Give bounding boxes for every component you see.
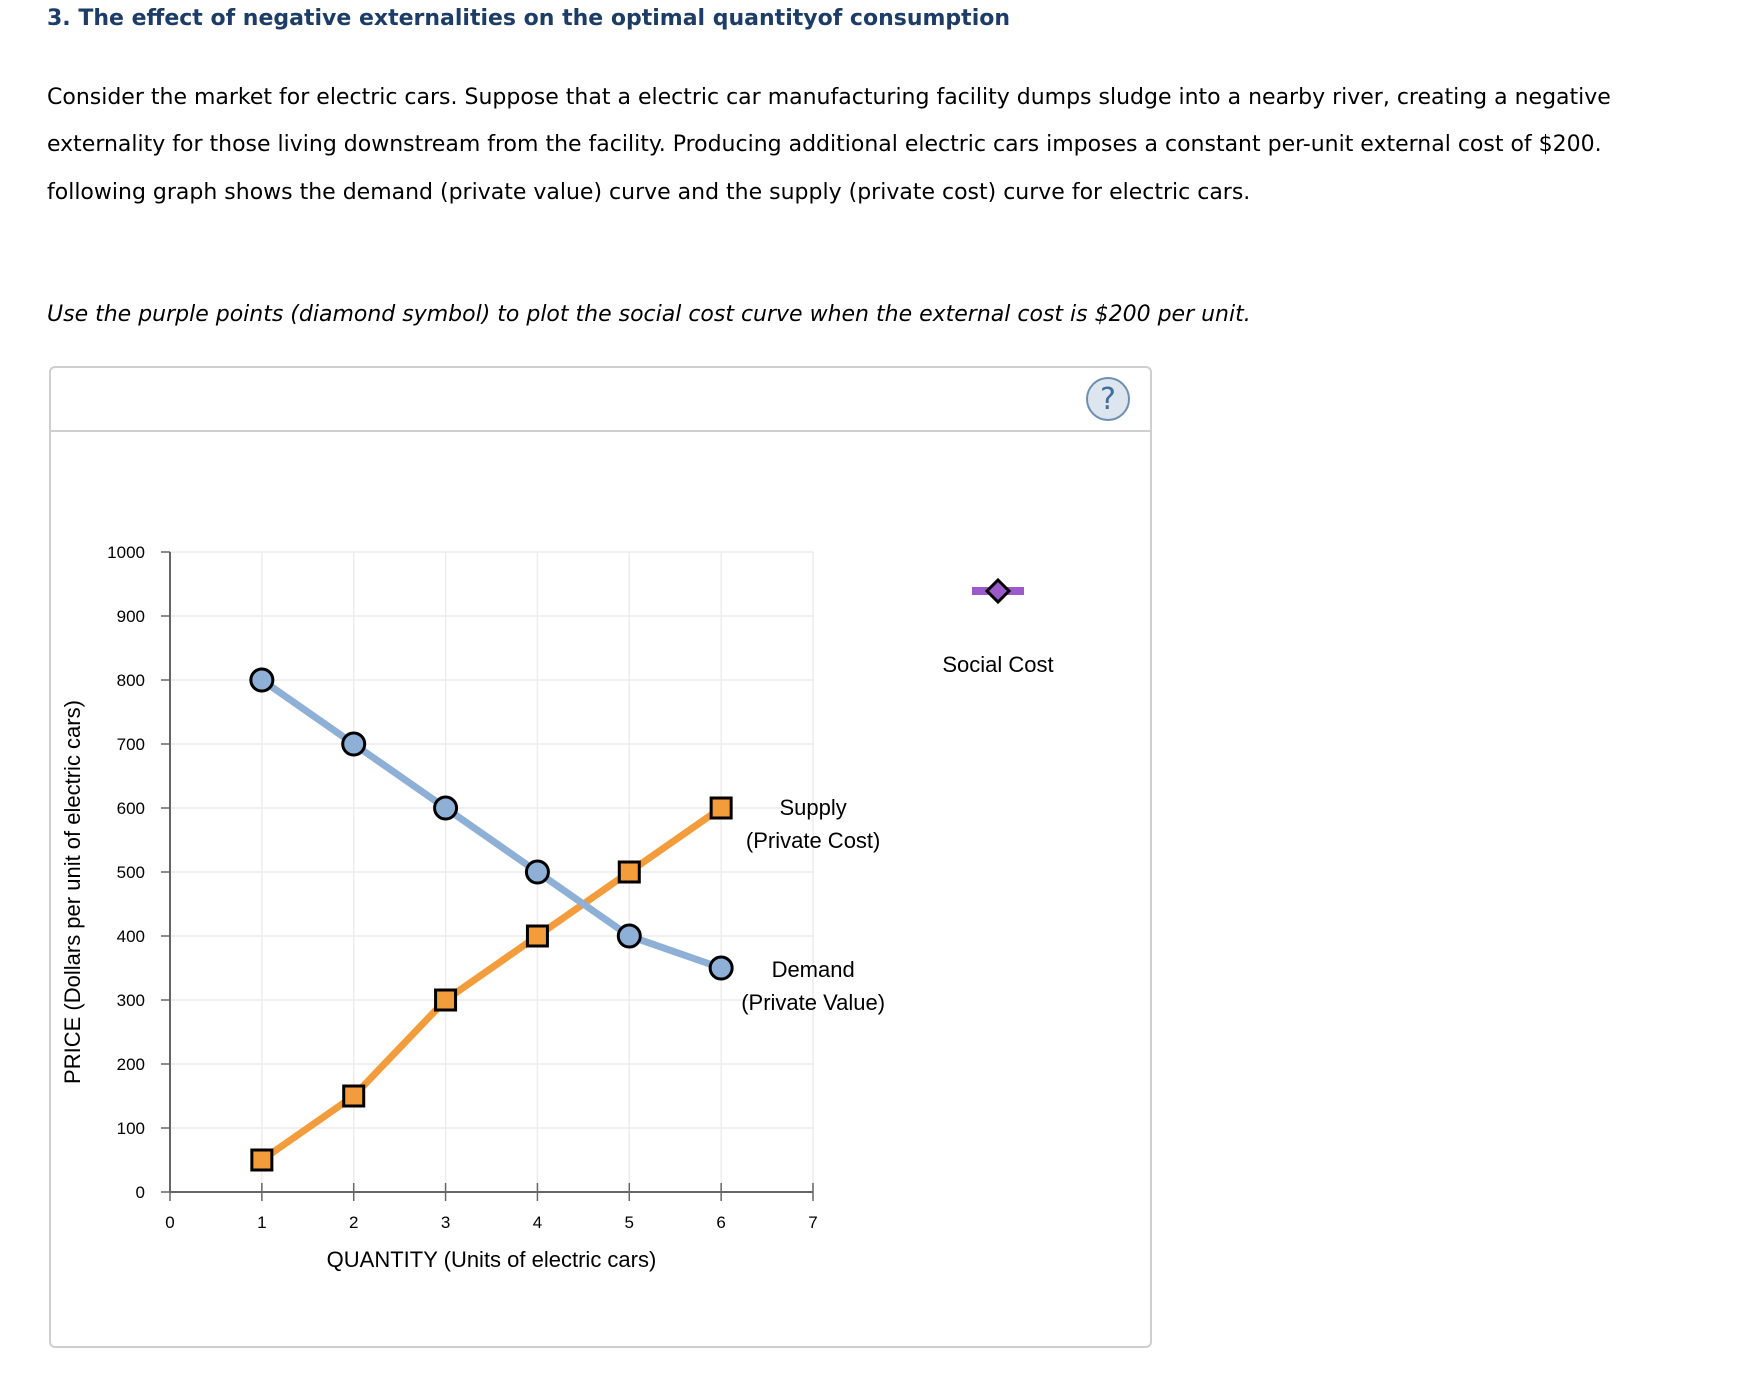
- supply-curve-label: (Private Cost): [746, 828, 880, 853]
- x-tick-label: 2: [349, 1213, 358, 1232]
- demand-point: [524, 859, 550, 885]
- supply-point: [525, 924, 549, 948]
- x-tick-label: 5: [625, 1213, 634, 1232]
- x-tick-label: 3: [441, 1213, 450, 1232]
- demand-point: [433, 795, 459, 821]
- demand-point: [708, 955, 734, 981]
- y-tick-label: 500: [117, 863, 145, 882]
- supply-point: [709, 796, 733, 820]
- demand-point: [249, 667, 275, 693]
- page-title: 3. The effect of negative externalities …: [47, 6, 1011, 31]
- supply-point: [617, 860, 641, 884]
- y-tick-label: 900: [117, 607, 145, 626]
- x-tick-label: 7: [808, 1213, 817, 1232]
- y-tick-label: 600: [117, 799, 145, 818]
- demand-point: [341, 731, 367, 757]
- grid-layer: [170, 551, 814, 1192]
- x-tick-label: 6: [716, 1213, 725, 1232]
- supply-curve-line: [259, 805, 724, 1163]
- supply-point: [250, 1148, 274, 1172]
- instruction-text: Use the purple points (diamond symbol) t…: [47, 302, 1251, 327]
- y-tick-label: 800: [117, 671, 145, 690]
- y-tick-label: 300: [117, 991, 145, 1010]
- y-tick-label: 400: [117, 927, 145, 946]
- graph-panel: [49, 366, 1152, 1348]
- x-axis-title: QUANTITY (Units of electric cars): [327, 1247, 657, 1272]
- supply-point: [342, 1084, 366, 1108]
- intro-paragraph-line-3: following graph shows the demand (privat…: [47, 180, 1251, 205]
- x-tick-label: 4: [533, 1213, 542, 1232]
- demand-point: [616, 923, 642, 949]
- x-tick-label: 0: [165, 1213, 174, 1232]
- supply-curve-label: Supply: [780, 795, 847, 820]
- y-tick-label: 0: [136, 1183, 145, 1202]
- social-cost-tool[interactable]: [972, 577, 1024, 605]
- y-tick-label: 200: [117, 1055, 145, 1074]
- supply-point: [434, 988, 458, 1012]
- series-layer: Supply (Private Cost) Demand (Private Value…: [249, 667, 885, 1172]
- help-button[interactable]: ?: [1086, 377, 1130, 421]
- social-cost-tool-label: Social Cost: [942, 652, 1053, 677]
- y-tick-label: 100: [117, 1119, 145, 1138]
- y-tick-label: 700: [117, 735, 145, 754]
- intro-paragraph-line-1: Consider the market for electric cars. S…: [47, 85, 1611, 110]
- panel-header-divider: [51, 430, 1150, 432]
- y-axis-title: PRICE (Dollars per unit of electric cars…: [60, 700, 85, 1084]
- demand-curve-label: Demand: [772, 957, 855, 982]
- demand-curve-line: [259, 677, 723, 972]
- intro-paragraph-line-2: externality for those living downstream …: [47, 132, 1602, 157]
- y-tick-label: 1000: [107, 543, 145, 562]
- x-tick-label: 1: [257, 1213, 266, 1232]
- axes-layer: 0 100 200 300 400 500 600 700 800 900 1000 0 1 2 3 4 5 6 7: [107, 543, 818, 1232]
- social-cost-diamond-icon: [984, 577, 1012, 605]
- demand-curve-label: (Private Value): [741, 990, 885, 1015]
